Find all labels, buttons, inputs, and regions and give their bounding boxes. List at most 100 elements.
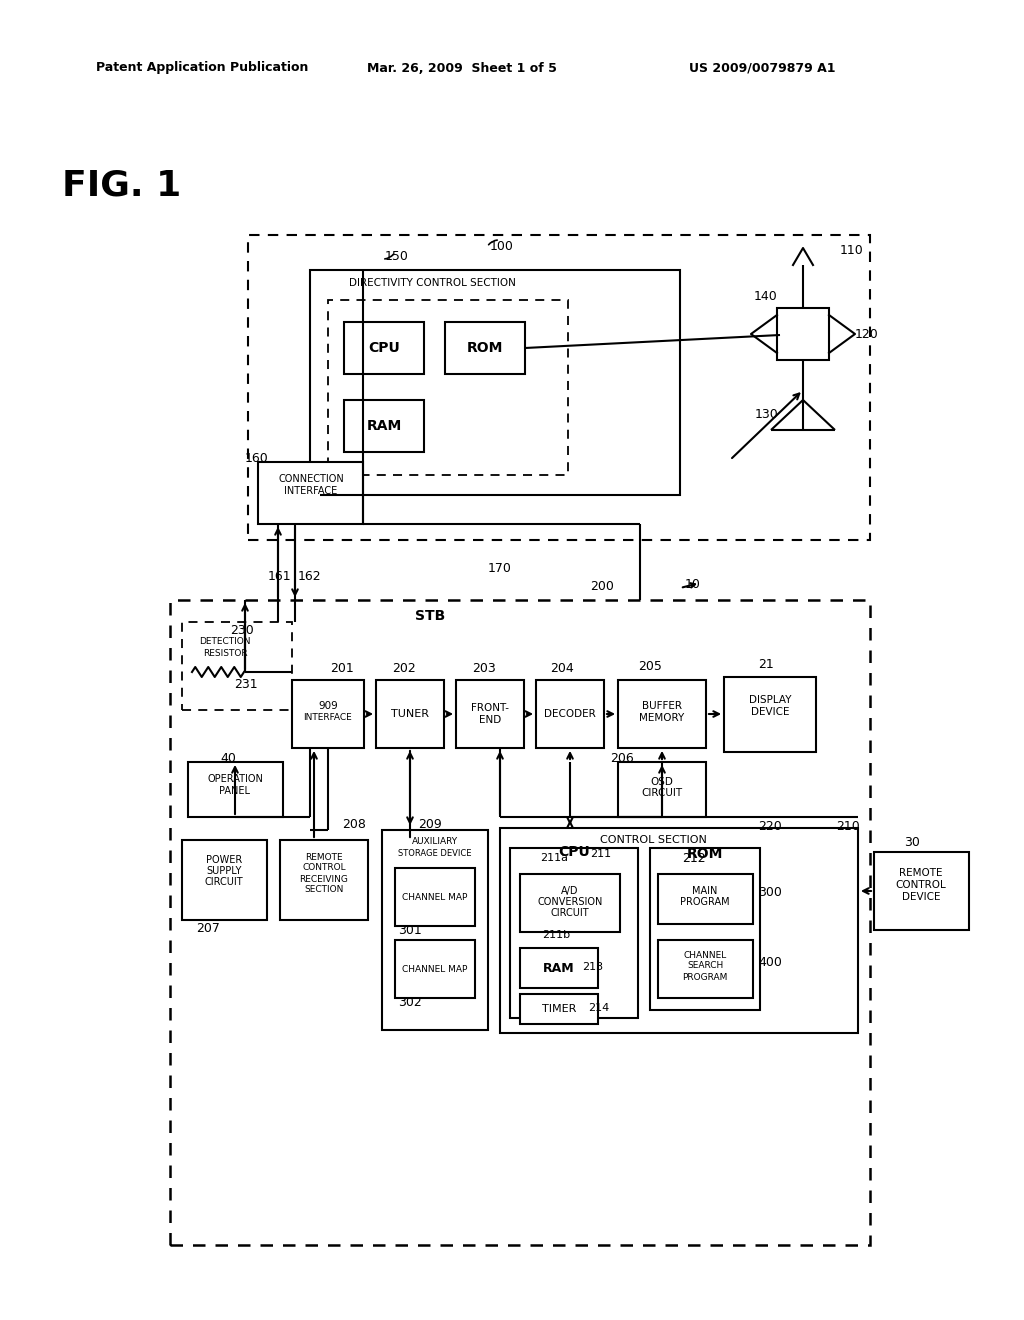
Text: 213: 213 [582,962,603,972]
Text: CONTROL: CONTROL [302,863,346,873]
Text: CHANNEL MAP: CHANNEL MAP [402,892,468,902]
Text: 231: 231 [234,677,258,690]
Text: ROM: ROM [467,341,503,355]
Bar [510,847,638,1018]
Text: END: END [479,715,501,725]
Bar [618,680,706,748]
Text: A/D: A/D [561,886,579,896]
Bar [724,677,816,752]
Text: OPERATION: OPERATION [207,774,263,784]
Text: 161: 161 [268,569,292,582]
Text: CHANNEL MAP: CHANNEL MAP [402,965,468,974]
Text: RAM: RAM [367,418,401,433]
Bar [520,994,598,1024]
Text: SECTION: SECTION [304,886,344,895]
Bar [395,940,475,998]
Text: 210: 210 [836,820,860,833]
Bar [382,830,488,1030]
Text: 100: 100 [490,239,514,252]
Bar [658,874,753,924]
Text: 205: 205 [638,660,662,672]
Text: BUFFER: BUFFER [642,701,682,711]
Bar [536,680,604,748]
Text: 211b: 211b [542,931,570,940]
Bar [344,322,424,374]
Text: 130: 130 [755,408,778,421]
Bar [395,869,475,927]
Bar [777,308,829,360]
Text: CONTROL SECTION: CONTROL SECTION [600,836,707,845]
Bar [376,680,444,748]
Text: 207: 207 [196,921,220,935]
Text: Patent Application Publication: Patent Application Publication [96,62,308,74]
Text: PANEL: PANEL [219,785,251,796]
Text: 211: 211 [590,849,611,859]
Bar [188,762,283,817]
Text: 40: 40 [220,751,236,764]
Text: 206: 206 [610,752,634,766]
Bar [248,235,870,540]
Text: CHANNEL: CHANNEL [683,950,727,960]
Text: RESISTOR: RESISTOR [203,648,248,657]
Text: CONVERSION: CONVERSION [538,898,603,907]
Bar [328,300,568,475]
Text: POWER: POWER [206,855,242,865]
Text: 30: 30 [904,836,920,849]
Text: CONNECTION: CONNECTION [279,474,344,484]
Text: 214: 214 [588,1003,609,1012]
Bar [658,940,753,998]
Bar [258,462,362,524]
Bar [650,847,760,1010]
Bar [456,680,524,748]
Text: US 2009/0079879 A1: US 2009/0079879 A1 [689,62,836,74]
Text: DECODER: DECODER [544,709,596,719]
Text: 201: 201 [330,661,353,675]
Text: 230: 230 [230,623,254,636]
Text: CIRCUIT: CIRCUIT [205,876,244,887]
Text: 200: 200 [590,581,613,594]
Text: PROGRAM: PROGRAM [682,973,728,982]
Bar [292,680,364,748]
Text: STORAGE DEVICE: STORAGE DEVICE [398,849,472,858]
Text: DIRECTIVITY CONTROL SECTION: DIRECTIVITY CONTROL SECTION [348,279,515,288]
Bar [182,840,267,920]
Text: TUNER: TUNER [391,709,429,719]
Text: REMOTE: REMOTE [899,869,943,878]
Bar [182,622,292,710]
Text: INTERFACE: INTERFACE [285,486,338,496]
Text: 301: 301 [398,924,422,936]
Text: ROM: ROM [687,847,723,861]
Text: PROGRAM: PROGRAM [680,898,730,907]
Text: FIG. 1: FIG. 1 [62,168,181,202]
Text: 212: 212 [682,851,706,865]
Text: 170: 170 [488,561,512,574]
Text: 203: 203 [472,661,496,675]
Bar [310,271,680,495]
Text: RAM: RAM [543,961,574,974]
Text: CPU: CPU [368,341,400,355]
Text: SEARCH: SEARCH [687,961,723,970]
Text: OSD: OSD [650,777,674,787]
Bar [500,828,858,1034]
Text: 150: 150 [385,251,409,264]
Bar [445,322,525,374]
Text: FRONT-: FRONT- [471,704,509,713]
Text: 208: 208 [342,817,366,830]
Text: 302: 302 [398,995,422,1008]
Text: STB: STB [415,609,445,623]
Text: 140: 140 [754,289,778,302]
Text: 110: 110 [840,243,864,256]
Text: 300: 300 [758,886,782,899]
Text: 220: 220 [758,820,782,833]
Text: 160: 160 [245,451,268,465]
Text: DEVICE: DEVICE [902,892,940,902]
Text: RECEIVING: RECEIVING [300,874,348,883]
Text: CIRCUIT: CIRCUIT [641,788,683,799]
Text: 211a: 211a [540,853,568,863]
Text: CONTROL: CONTROL [896,880,946,890]
Text: REMOTE: REMOTE [305,853,343,862]
Text: 162: 162 [298,569,322,582]
Text: 400: 400 [758,956,782,969]
Text: INTERFACE: INTERFACE [304,714,352,722]
Text: 204: 204 [550,661,573,675]
